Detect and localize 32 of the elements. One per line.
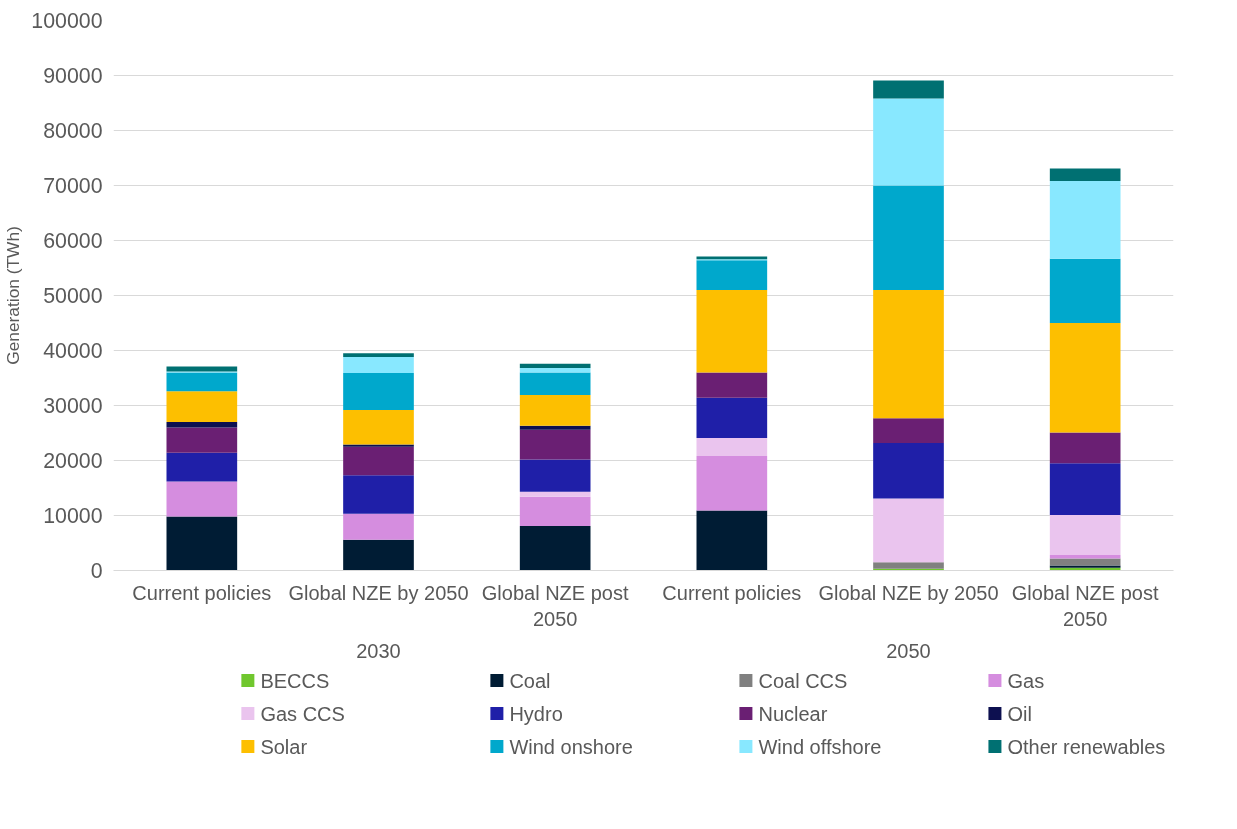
y-tick-label: 70000 xyxy=(43,174,103,198)
y-tick-label: 80000 xyxy=(43,119,103,143)
x-tick-label: Global NZE post 2050 xyxy=(1011,581,1159,630)
x-tick-label: Global NZE by 2050 xyxy=(288,581,469,604)
legend-label: Wind onshore xyxy=(509,735,633,758)
legend-label: Other renewables xyxy=(1007,735,1166,758)
y-tick-label: 60000 xyxy=(43,229,103,253)
y-tick-label: 50000 xyxy=(43,284,103,308)
y-tick-label: 30000 xyxy=(43,394,103,418)
y-tick-label: 0 xyxy=(90,559,103,583)
x-tick-label: Global NZE post 2050 xyxy=(481,581,629,630)
x-tick-label: Current policies xyxy=(662,581,802,604)
y-tick-label: 10000 xyxy=(43,504,103,528)
y-axis-title: Generation (TWh) xyxy=(3,226,24,365)
legend-label: Gas CCS xyxy=(260,702,345,725)
legend-label: Oil xyxy=(1007,702,1032,725)
y-tick-label: 100000 xyxy=(31,9,103,33)
legend-label: Nuclear xyxy=(758,702,828,725)
text: 2030 xyxy=(356,639,401,662)
x-tick-label: Global NZE by 2050 xyxy=(818,581,999,604)
legend-label: Coal xyxy=(509,669,551,692)
legend-label: Wind offshore xyxy=(758,735,882,758)
legend-label: BECCS xyxy=(260,669,330,692)
x-tick-label: Current policies xyxy=(132,581,272,604)
y-tick-label: 90000 xyxy=(43,64,103,88)
y-tick-label: 20000 xyxy=(43,449,103,473)
text: 2050 xyxy=(886,639,931,662)
y-tick-label: 40000 xyxy=(43,339,103,363)
legend-label: Hydro xyxy=(509,702,563,725)
legend-label: Gas xyxy=(1007,669,1045,692)
legend-label: Solar xyxy=(260,735,308,758)
legend-label: Coal CCS xyxy=(758,669,848,692)
